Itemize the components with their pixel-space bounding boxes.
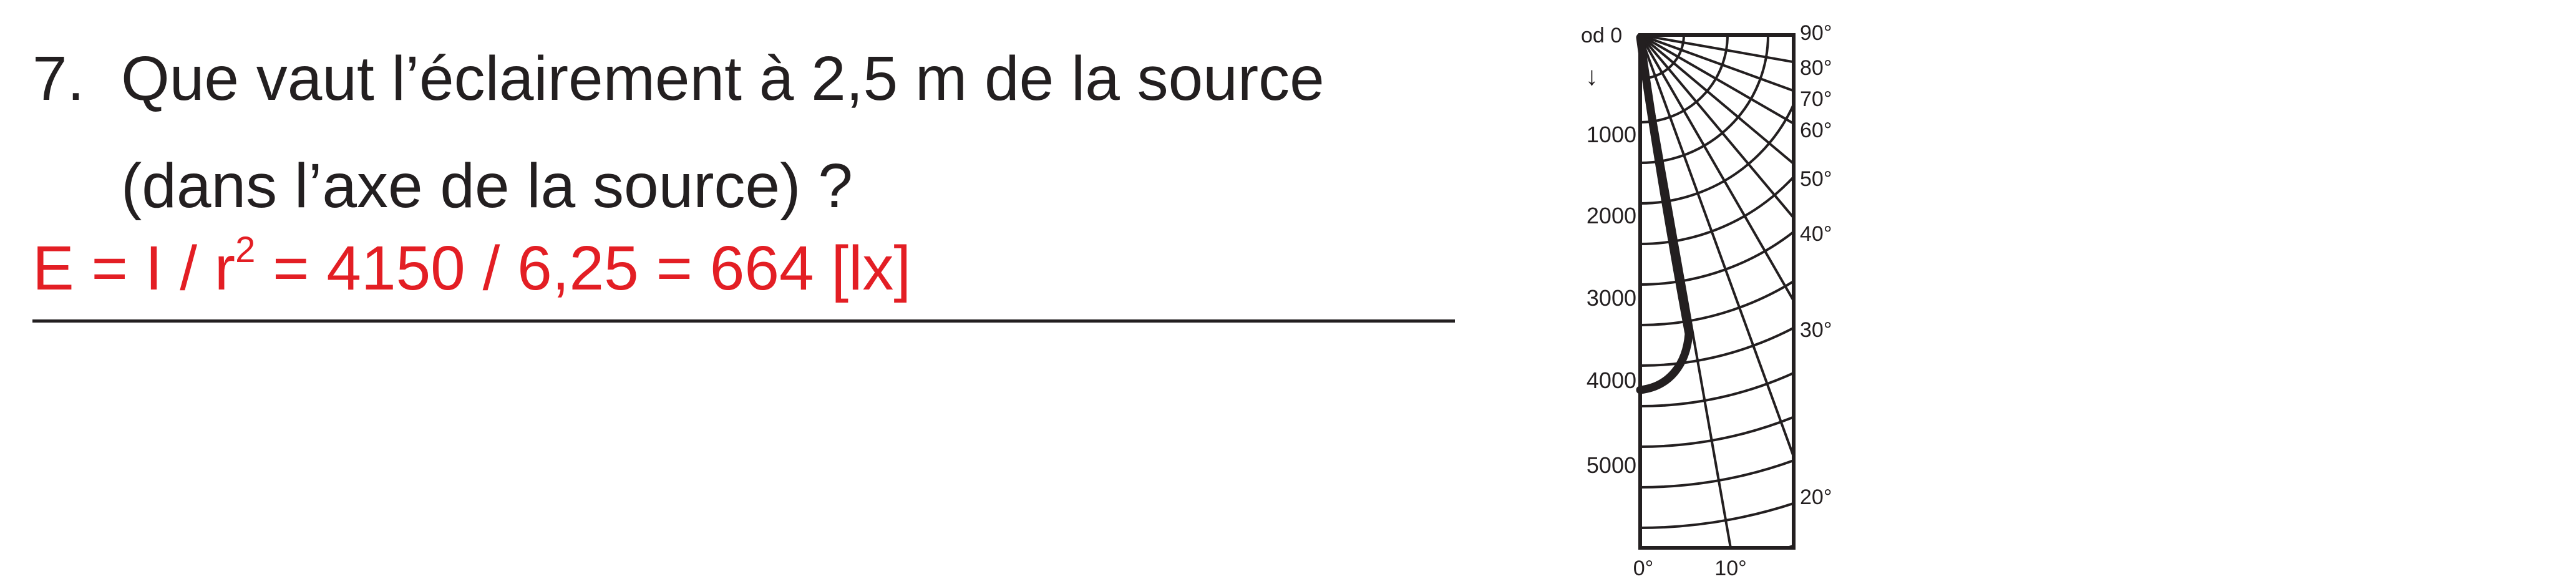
y-label-2000: 2000 bbox=[1587, 203, 1636, 228]
grid-radial-line bbox=[1640, 35, 1794, 460]
y-label-3000: 3000 bbox=[1587, 285, 1636, 311]
down-arrow-icon: ↓ bbox=[1585, 61, 1598, 90]
angle-label-30: 30° bbox=[1800, 318, 1832, 342]
grid-radial-line bbox=[1640, 35, 1732, 548]
angle-label-50: 50° bbox=[1800, 167, 1832, 191]
grid-radial-line bbox=[1640, 35, 1794, 92]
origin-label: od 0 bbox=[1581, 24, 1622, 47]
y-label-5000: 5000 bbox=[1587, 452, 1636, 478]
angle-label-40: 40° bbox=[1800, 222, 1832, 246]
grid-radial-line bbox=[1640, 35, 1794, 220]
bottom-label-0: 0° bbox=[1633, 557, 1654, 580]
answer-formula: E = I / r2 = 4150 / 6,25 = 664 [lx] bbox=[32, 231, 911, 306]
intensity-curve bbox=[1636, 33, 1693, 394]
answer-underline bbox=[32, 319, 1455, 323]
question-text: Que vaut l’éclairement à 2,5 m de la sou… bbox=[121, 44, 1324, 221]
answer-rhs: = 4150 / 6,25 = 664 [lx] bbox=[255, 233, 911, 303]
grid-radial-line bbox=[1640, 35, 1794, 304]
angle-label-70: 70° bbox=[1800, 87, 1832, 111]
diagram-labels: od 0 ↓ 1000 2000 3000 4000 5000 90° 80° … bbox=[1581, 21, 1832, 580]
angle-label-80: 80° bbox=[1800, 56, 1832, 80]
angle-label-20: 20° bbox=[1800, 485, 1832, 509]
grid-radial-line bbox=[1640, 35, 1794, 166]
y-label-4000: 4000 bbox=[1587, 367, 1636, 393]
polar-grid bbox=[1640, 35, 1794, 548]
answer-lhs: E = I / r bbox=[32, 233, 236, 303]
y-label-1000: 1000 bbox=[1587, 122, 1636, 147]
angle-label-90: 90° bbox=[1800, 21, 1832, 45]
grid-radial-line bbox=[1640, 35, 1794, 125]
question-number: 7. bbox=[32, 44, 85, 114]
diagram-frame bbox=[1638, 33, 1796, 550]
answer-exponent: 2 bbox=[235, 230, 256, 270]
angle-label-60: 60° bbox=[1800, 119, 1832, 142]
grid-radial-line bbox=[1640, 35, 1794, 64]
bottom-label-10: 10° bbox=[1714, 557, 1746, 580]
